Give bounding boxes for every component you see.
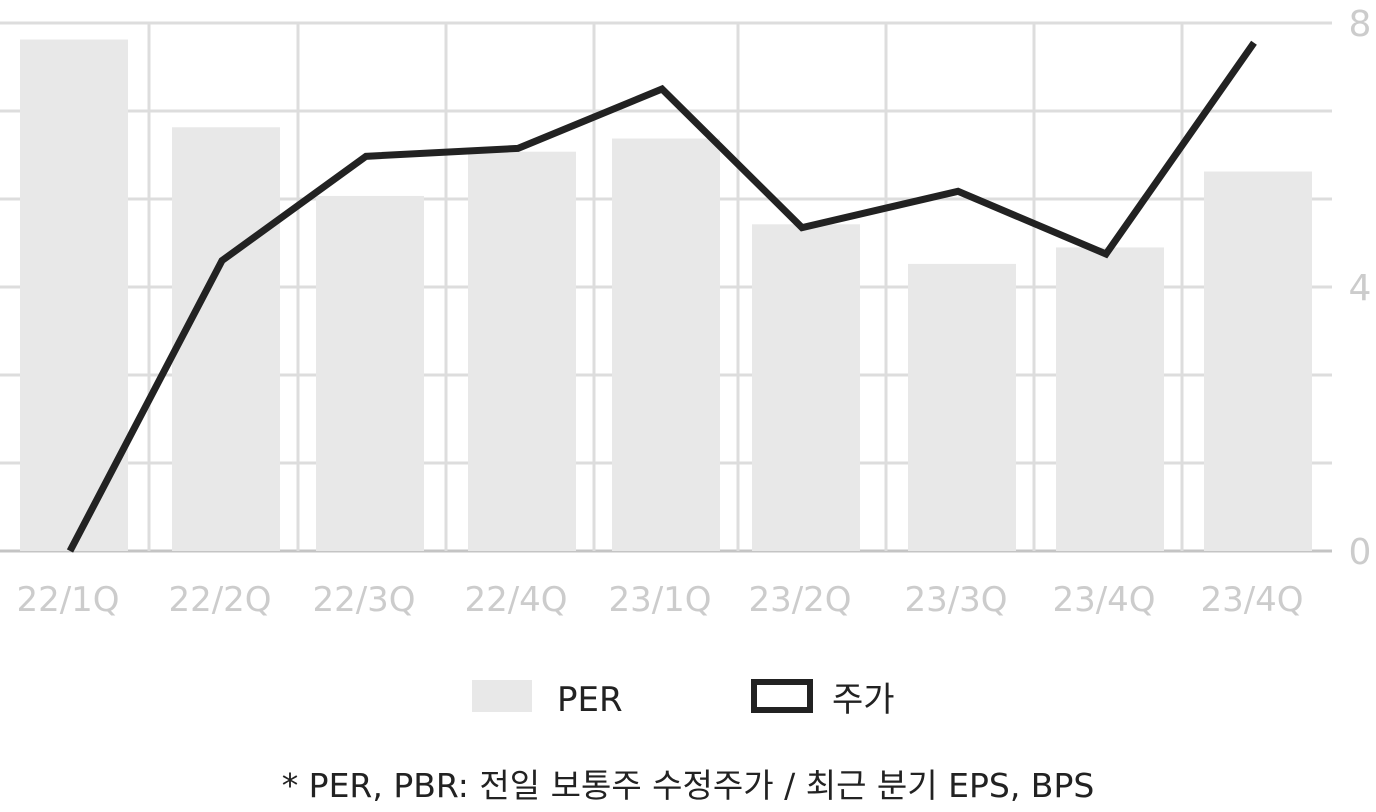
per-bar	[1204, 171, 1312, 551]
per-bar	[316, 195, 424, 552]
x-tick-label: 23/2Q	[748, 580, 851, 620]
y-axis-tick-labels: 0 4 8	[1349, 4, 1372, 573]
x-tick-label: 22/2Q	[168, 580, 271, 620]
x-axis-tick-labels: 22/1Q 22/2Q 22/3Q 22/4Q 23/1Q 23/2Q 23/3Q 23/4Q…	[16, 580, 1303, 620]
legend-price-swatch	[751, 679, 813, 713]
legend-per-swatch	[472, 680, 532, 712]
per-bars	[20, 39, 1312, 552]
x-tick-label: 22/1Q	[16, 580, 119, 620]
per-bar	[752, 224, 860, 552]
x-tick-label: 22/3Q	[312, 580, 415, 620]
y-tick-label: 8	[1349, 4, 1372, 45]
per-bar	[1056, 247, 1164, 551]
x-tick-label: 23/4Q	[1200, 580, 1303, 620]
y-tick-label: 0	[1349, 532, 1372, 573]
legend-price-label: 주가	[832, 680, 895, 720]
per-bar	[172, 127, 280, 551]
per-bar	[612, 138, 720, 551]
legend: PER 주가	[472, 679, 895, 720]
x-tick-label: 23/1Q	[608, 580, 711, 620]
per-bar	[468, 151, 576, 551]
per-bar	[908, 263, 1016, 551]
x-tick-label: 22/4Q	[464, 580, 567, 620]
price-line	[66, 40, 1257, 553]
x-tick-label: 23/3Q	[904, 580, 1007, 620]
per-bar	[20, 39, 128, 551]
price-line-path	[66, 40, 1257, 553]
footnote: * PER, PBR: 전일 보통주 수정주가 / 최근 분기 EPS, BPS	[282, 766, 1095, 805]
x-tick-label: 23/4Q	[1052, 580, 1155, 620]
y-tick-label: 4	[1349, 268, 1372, 309]
legend-per-label: PER	[557, 680, 623, 720]
